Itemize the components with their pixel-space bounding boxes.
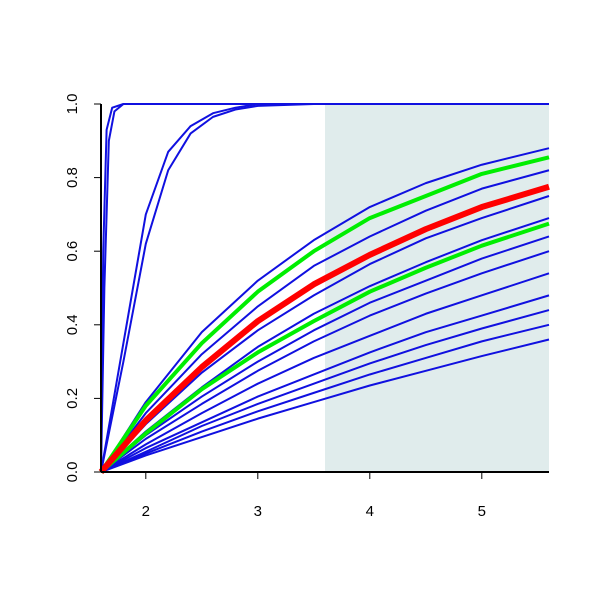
x-tick-label: 3 xyxy=(254,503,262,520)
y-tick-label: 0.6 xyxy=(64,241,81,262)
x-tick-label: 4 xyxy=(366,503,374,520)
y-tick-label: 0.8 xyxy=(64,167,81,188)
curve xyxy=(100,103,549,473)
shaded-region xyxy=(325,104,549,472)
curve xyxy=(100,309,550,473)
curve xyxy=(100,294,550,473)
curve xyxy=(100,250,550,473)
curve xyxy=(100,338,550,473)
x-tick-label: 5 xyxy=(478,503,486,520)
y-tick-label: 1.0 xyxy=(64,94,81,115)
curve xyxy=(100,169,550,473)
curve xyxy=(100,147,550,473)
curve xyxy=(99,155,550,474)
y-tick-label: 0.0 xyxy=(64,462,81,483)
curve xyxy=(99,221,550,474)
y-tick-label: 0.4 xyxy=(64,314,81,335)
curve xyxy=(100,103,549,473)
curve xyxy=(100,272,550,473)
curve xyxy=(98,183,550,474)
y-tick-label: 0.2 xyxy=(64,388,81,409)
x-tick-label: 2 xyxy=(142,503,150,520)
curve xyxy=(100,323,550,473)
curve xyxy=(100,235,550,473)
curve xyxy=(100,195,550,473)
